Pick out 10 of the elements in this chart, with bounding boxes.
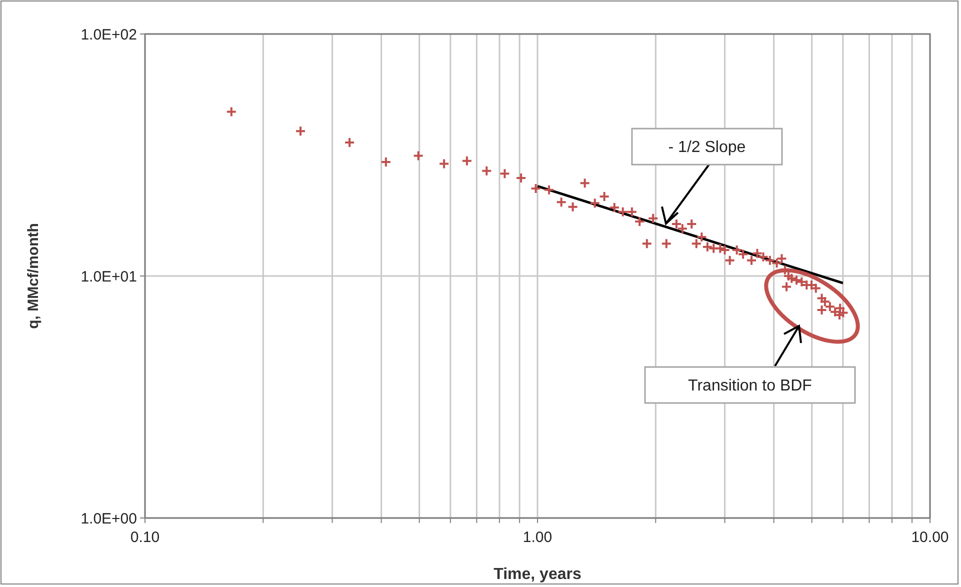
x-tick-label: 0.10 xyxy=(130,529,160,546)
annotation: Transition to BDF xyxy=(688,378,812,395)
x-tick-label: 10.00 xyxy=(911,529,949,546)
y-axis-title: q, MMcf/month xyxy=(25,223,42,329)
y-tick-label: 1.0E+02 xyxy=(80,26,137,44)
annotation: - 1/2 Slope xyxy=(668,139,746,156)
x-tick-label: 1.00 xyxy=(522,529,552,546)
y-tick-label: 1.0E+01 xyxy=(80,268,137,286)
y-tick-label: 1.0E+00 xyxy=(80,510,137,528)
x-axis-title: Time, years xyxy=(494,566,582,583)
